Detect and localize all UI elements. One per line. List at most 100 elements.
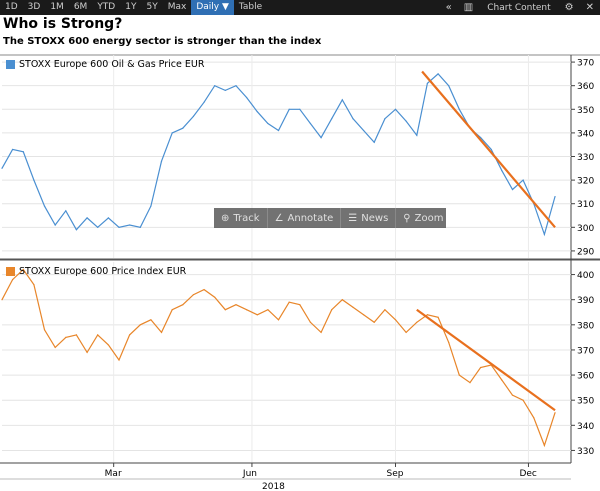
chart-content-button[interactable]: Chart Content [487, 2, 551, 13]
trend-line-index [416, 308, 556, 412]
data-point-index [1, 299, 3, 301]
data-point-oil [299, 108, 301, 110]
y-tick-label-oil-310: 310 [577, 200, 594, 210]
data-point-index [22, 268, 24, 271]
data-point-index [54, 346, 56, 349]
data-point-index [341, 299, 343, 301]
range-max-button[interactable]: Max [167, 2, 187, 12]
y-tick-label-oil-290: 290 [577, 247, 594, 257]
data-point-index [192, 294, 195, 296]
range-6m-button[interactable]: 6M [73, 2, 88, 12]
data-point-index [107, 344, 109, 346]
data-point-oil [448, 85, 450, 87]
y-tick-label-index-350: 350 [577, 397, 594, 407]
y-tick-label-oil-340: 340 [577, 129, 594, 139]
data-point-index [384, 309, 386, 311]
data-point-oil [129, 224, 131, 226]
trend-line-oil [421, 70, 556, 229]
data-point-index [12, 278, 14, 281]
range-5y-button[interactable]: 5Y [146, 2, 158, 12]
data-point-oil [277, 129, 280, 132]
data-point-oil [341, 99, 343, 101]
chart-subtitle: The STOXX 600 energy sector is stronger … [3, 36, 322, 47]
period-dropdown[interactable]: Daily ▼ [191, 0, 234, 15]
data-point-oil [139, 226, 141, 228]
zoom-button[interactable]: ⚲ Zoom [396, 208, 450, 228]
gear-icon[interactable]: ⚙ [564, 2, 574, 13]
pencil-icon: ∠ [274, 212, 284, 224]
annotate-button[interactable]: ∠ Annotate [268, 208, 342, 228]
data-point-index [214, 296, 216, 298]
table-button[interactable]: Table [238, 2, 263, 12]
legend-oil: STOXX Europe 600 Oil & Gas Price EUR [6, 59, 204, 70]
data-point-index [33, 284, 35, 286]
range-ytd-button[interactable]: YTD [97, 2, 116, 12]
y-tick-label-index-400: 400 [577, 271, 594, 281]
toolbar: 1D 3D 1M 6M YTD 1Y 5Y Max Daily ▼ Table … [0, 0, 600, 15]
data-point-index [469, 382, 471, 384]
data-point-index [75, 334, 78, 336]
data-point-oil [33, 179, 35, 181]
data-point-index [331, 309, 333, 311]
toolbar-right: « ▥ Chart Content ⚙ ✕ [440, 0, 600, 15]
data-point-oil [309, 122, 312, 125]
data-point-oil [235, 85, 237, 87]
data-point-oil [118, 226, 120, 228]
y-tick-label-oil-330: 330 [577, 153, 594, 163]
data-point-index [224, 309, 226, 311]
data-point-oil [256, 111, 258, 113]
data-point-index [363, 314, 365, 316]
series-line-index [1, 268, 556, 448]
data-point-oil [384, 118, 386, 120]
y-tick-label-oil-350: 350 [577, 106, 594, 116]
news-button[interactable]: ☰ News [341, 208, 397, 228]
data-point-index [65, 336, 67, 338]
zoom-label: Zoom [414, 212, 444, 224]
data-point-index [97, 334, 99, 336]
data-point-index [150, 319, 152, 321]
data-point-index [118, 359, 120, 361]
chart-tools-bar: ⊕ Track ∠ Annotate ☰ News ⚲ Zoom [214, 208, 446, 228]
data-point-index [139, 324, 141, 326]
data-point-index [394, 319, 397, 321]
data-point-oil [150, 205, 152, 207]
data-point-index [182, 304, 184, 306]
data-point-oil [373, 141, 375, 143]
x-year-label: 2018 [262, 482, 285, 491]
data-point-oil [331, 118, 333, 120]
data-point-index [352, 306, 354, 308]
data-point-oil [54, 224, 56, 226]
data-point-index [533, 417, 535, 419]
data-point-index [522, 399, 524, 401]
news-icon: ☰ [348, 212, 358, 224]
data-point-index [277, 319, 280, 321]
double-chevron-left-icon[interactable]: « [445, 2, 452, 13]
data-point-oil [554, 196, 556, 198]
close-icon[interactable]: ✕ [585, 2, 594, 13]
legend-index-label: STOXX Europe 600 Price Index EUR [19, 266, 187, 277]
data-point-oil [86, 217, 88, 219]
data-point-oil [320, 137, 322, 139]
track-button[interactable]: ⊕ Track [214, 208, 268, 228]
data-point-index [448, 341, 450, 343]
crosshair-icon: ⊕ [221, 212, 230, 224]
range-1y-button[interactable]: 1Y [125, 2, 137, 12]
data-point-index [129, 334, 131, 336]
range-1m-button[interactable]: 1M [50, 2, 64, 12]
range-1d-button[interactable]: 1D [5, 2, 18, 12]
data-point-index [320, 331, 322, 333]
data-point-index [479, 366, 482, 369]
data-point-index [235, 304, 237, 306]
range-3d-button[interactable]: 3D [27, 2, 41, 12]
data-point-index [43, 329, 46, 331]
magnifier-icon: ⚲ [403, 212, 411, 224]
data-point-index [267, 309, 269, 311]
data-point-index [171, 309, 173, 311]
chart-icon: ▥ [463, 2, 474, 13]
data-point-oil [182, 127, 184, 129]
data-point-index [511, 394, 514, 396]
legend-index-swatch [6, 267, 15, 276]
data-point-index [288, 301, 290, 303]
data-point-oil [192, 115, 195, 117]
legend-oil-swatch [6, 60, 15, 69]
